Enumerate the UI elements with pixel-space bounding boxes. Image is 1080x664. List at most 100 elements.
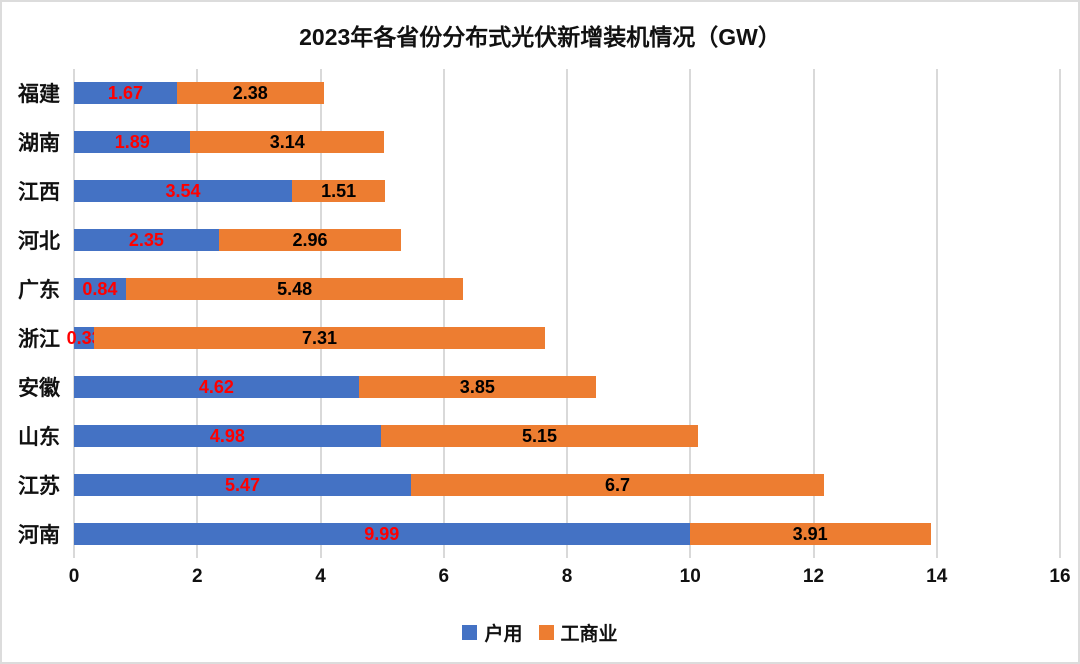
gridline xyxy=(73,69,75,558)
value-label-commercial-industrial: 2.38 xyxy=(232,83,268,104)
bar-segment-household: 2.35 xyxy=(74,229,219,252)
bar-segment-household: 4.62 xyxy=(74,375,359,398)
category-label: 广东 xyxy=(18,279,60,303)
bar-segment-household: 0.33 xyxy=(67,326,102,349)
x-tick-label: 10 xyxy=(679,566,701,587)
gridline xyxy=(689,69,692,558)
legend-label-commercial: 工商业 xyxy=(560,624,618,645)
gridline xyxy=(196,69,199,558)
chart-row: 福建 1.67 2.38 xyxy=(18,69,1060,118)
value-label-commercial-industrial: 1.51 xyxy=(321,181,357,202)
category-label: 浙江 xyxy=(18,327,60,351)
stacked-bar: 2.35 2.96 xyxy=(74,229,1060,252)
stacked-bar: 0.33 7.31 xyxy=(67,326,1060,349)
bar-segment-commercial-industrial: 6.7 xyxy=(411,473,824,496)
stacked-bar: 0.84 5.48 xyxy=(74,278,1060,301)
category-label: 福建 xyxy=(18,83,60,107)
category-label: 河南 xyxy=(18,523,60,547)
bar-segment-household: 1.89 xyxy=(74,131,191,154)
value-label-household: 5.47 xyxy=(225,474,261,495)
stacked-bar: 4.98 5.15 xyxy=(74,424,1060,447)
plot-area: 福建 1.67 2.38 湖南 1.89 3.14 江西 3.54 1.51 河北 2.35 2.96… xyxy=(18,69,1061,558)
value-label-household: 2.35 xyxy=(128,230,164,251)
legend: 户用 工商业 xyxy=(2,619,1078,646)
value-label-household: 4.62 xyxy=(198,376,234,397)
x-tick-label: 8 xyxy=(561,566,573,587)
bar-segment-household: 4.98 xyxy=(74,424,381,447)
x-tick-label: 16 xyxy=(1049,566,1071,587)
gridlines xyxy=(73,69,1061,558)
gridline xyxy=(566,69,568,558)
chart-row: 湖南 1.89 3.14 xyxy=(18,118,1060,167)
value-label-household: 3.54 xyxy=(165,181,201,202)
bar-segment-commercial-industrial: 3.85 xyxy=(358,375,596,398)
category-label: 河北 xyxy=(18,230,60,254)
gridline xyxy=(812,69,815,558)
chart-row: 河南 9.99 3.91 xyxy=(18,509,1060,558)
bar-rows: 福建 1.67 2.38 湖南 1.89 3.14 江西 3.54 1.51 河北 2.35 2.96… xyxy=(18,69,1060,558)
bar-segment-commercial-industrial: 2.38 xyxy=(176,82,324,105)
bar-segment-household: 3.54 xyxy=(74,180,293,203)
chart-row: 江苏 5.47 6.7 xyxy=(18,460,1060,509)
value-label-commercial-industrial: 5.48 xyxy=(277,279,313,300)
x-tick-label: 2 xyxy=(191,566,203,587)
category-label: 山东 xyxy=(18,425,60,449)
gridline xyxy=(1059,69,1061,558)
bar-segment-commercial-industrial: 3.91 xyxy=(689,522,931,545)
x-tick-label: 12 xyxy=(802,566,825,587)
value-label-commercial-industrial: 3.14 xyxy=(269,132,305,153)
value-label-household: 0.84 xyxy=(82,279,118,300)
chart-row: 江西 3.54 1.51 xyxy=(18,167,1060,216)
value-label-household: 9.99 xyxy=(364,523,400,544)
value-label-commercial-industrial: 6.7 xyxy=(605,474,631,495)
x-tick-label: 4 xyxy=(315,566,326,587)
stacked-bar: 5.47 6.7 xyxy=(74,473,1060,496)
gridline xyxy=(319,69,322,558)
stacked-bar: 1.67 2.38 xyxy=(74,82,1060,105)
value-label-commercial-industrial: 3.91 xyxy=(792,523,828,544)
chart-title: 2023年各省份分布式光伏新增装机情况（GW） xyxy=(299,24,781,50)
bar-segment-household: 1.67 xyxy=(74,82,177,105)
value-label-household: 0.33 xyxy=(66,327,102,348)
category-label: 湖南 xyxy=(18,132,60,156)
bar-segment-commercial-industrial: 3.14 xyxy=(190,131,384,154)
legend-swatch-commercial xyxy=(538,625,554,640)
bar-segment-commercial-industrial: 7.31 xyxy=(94,326,545,349)
stacked-bar: 1.89 3.14 xyxy=(74,131,1060,154)
bar-segment-commercial-industrial: 1.51 xyxy=(292,180,386,203)
stacked-bar: 3.54 1.51 xyxy=(74,180,1060,203)
chart-row: 广东 0.84 5.48 xyxy=(18,265,1060,314)
value-label-household: 1.89 xyxy=(114,132,150,153)
value-label-household: 1.67 xyxy=(107,83,143,104)
x-axis: 0 2 4 6 8 10 12 14 16 xyxy=(69,566,1071,592)
bar-segment-commercial-industrial: 5.48 xyxy=(125,278,464,301)
legend-item-household: 户用 xyxy=(462,619,523,646)
stacked-bar: 4.62 3.85 xyxy=(74,375,1060,398)
value-label-household: 4.98 xyxy=(209,425,245,446)
category-label: 江苏 xyxy=(18,474,60,498)
bar-segment-household: 9.99 xyxy=(74,522,690,545)
x-tick-label: 6 xyxy=(438,566,450,587)
gridline xyxy=(442,69,445,558)
chart-row: 山东 4.98 5.15 xyxy=(18,411,1060,460)
legend-swatch-household xyxy=(462,625,478,640)
category-label: 安徽 xyxy=(18,376,60,400)
gridline xyxy=(935,69,938,558)
bar-segment-commercial-industrial: 5.15 xyxy=(380,424,699,447)
x-tick-label: 14 xyxy=(926,566,948,587)
chart-row: 浙江 0.33 7.31 xyxy=(18,314,1060,363)
bar-segment-commercial-industrial: 2.96 xyxy=(218,229,402,252)
bar-segment-household: 5.47 xyxy=(74,473,412,496)
x-tick-label: 0 xyxy=(68,566,80,587)
bar-segment-household: 0.84 xyxy=(74,278,126,301)
value-label-commercial-industrial: 5.15 xyxy=(522,425,558,446)
value-label-commercial-industrial: 2.96 xyxy=(292,230,328,251)
chart-row: 安徽 4.62 3.85 xyxy=(18,362,1060,411)
category-label: 江西 xyxy=(18,181,60,205)
value-label-commercial-industrial: 7.31 xyxy=(302,327,338,348)
value-label-commercial-industrial: 3.85 xyxy=(459,376,495,397)
chart-row: 河北 2.35 2.96 xyxy=(18,216,1060,265)
legend-label-household: 户用 xyxy=(484,624,523,645)
legend-item-commercial: 工商业 xyxy=(538,619,618,646)
